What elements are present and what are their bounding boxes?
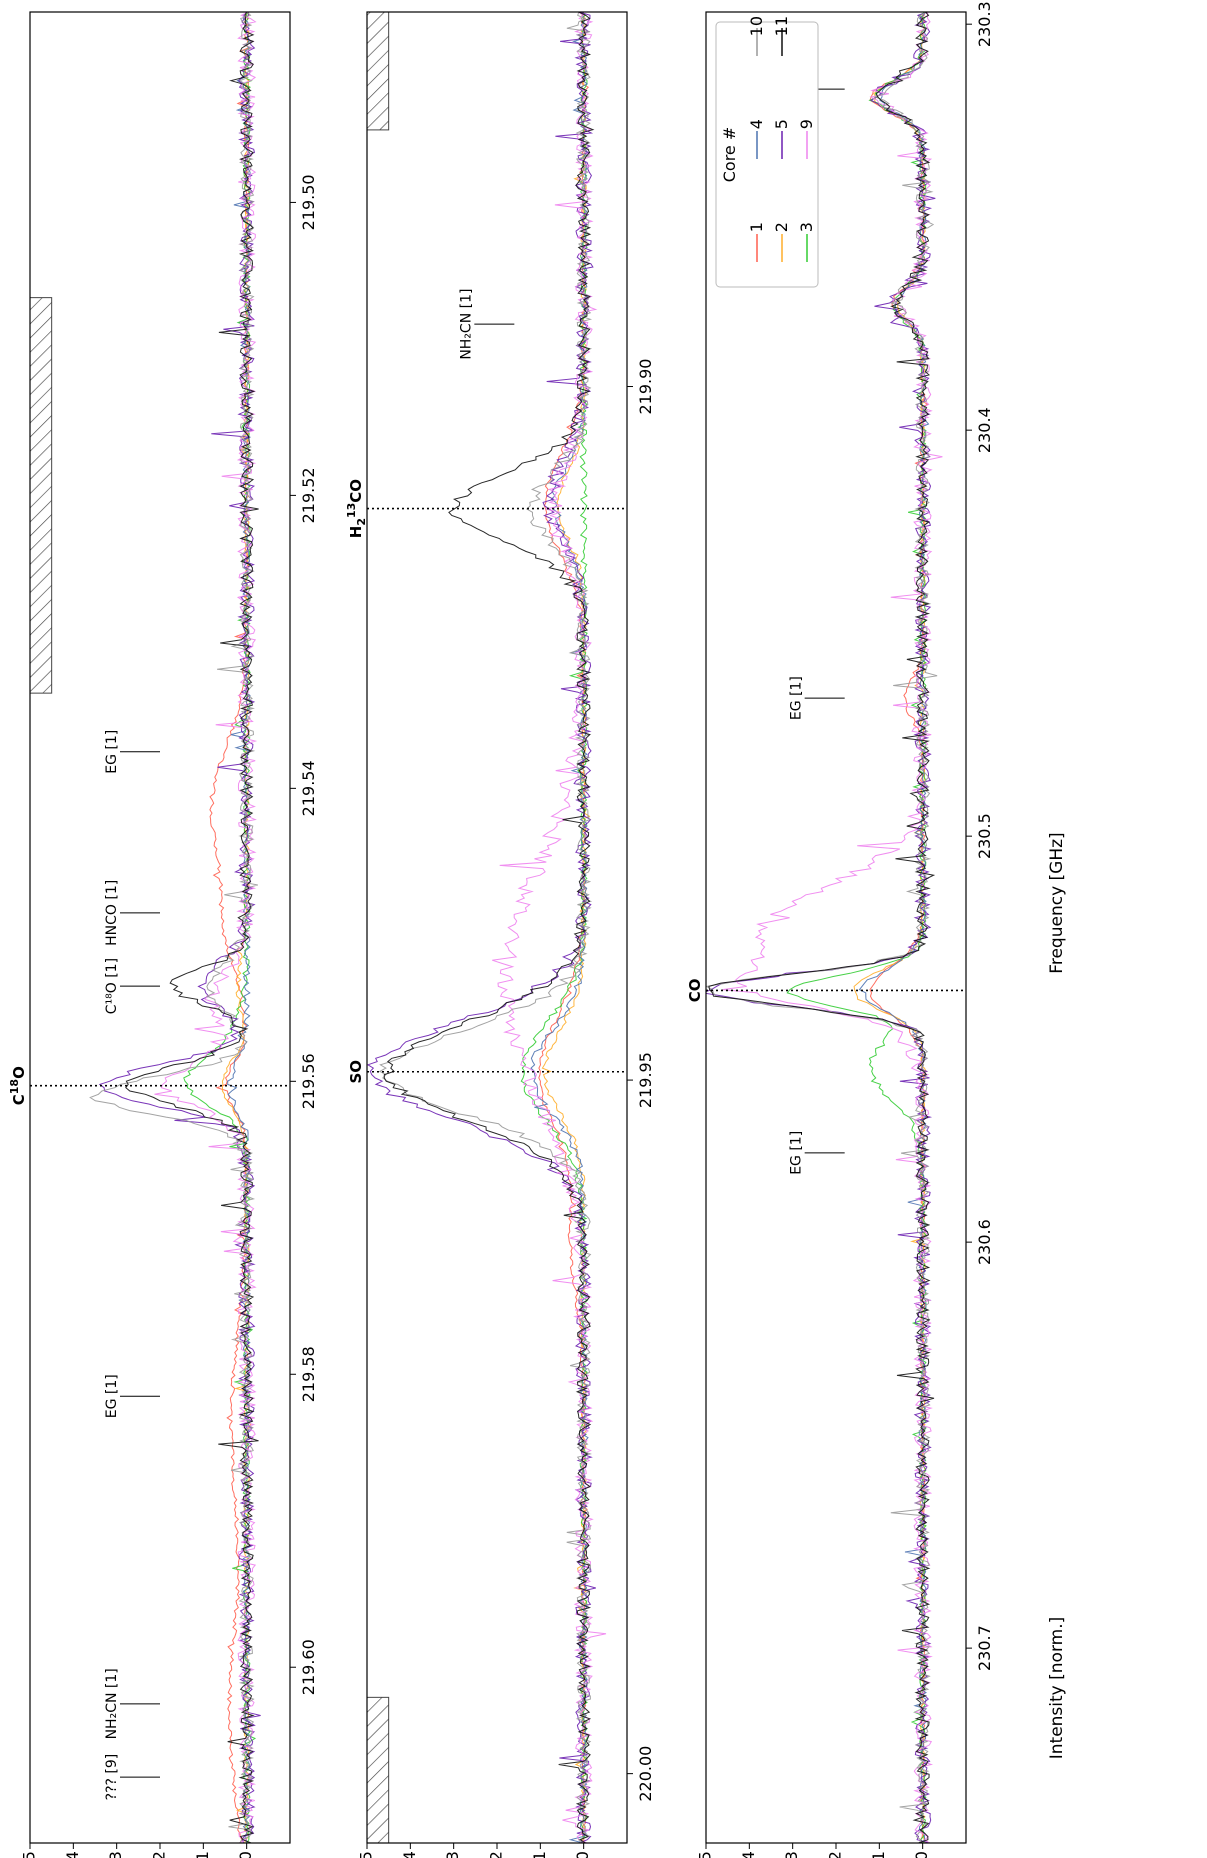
y-tick-label: 5 xyxy=(696,1851,715,1858)
x-tick-label: 219.60 xyxy=(299,1639,318,1695)
series-4-line xyxy=(530,12,589,1843)
annotation-label: NH₂CN [1] xyxy=(458,289,474,360)
legend-entry-1: 1 xyxy=(747,222,766,232)
y-tick-label: 4 xyxy=(63,1851,82,1858)
series-11-line xyxy=(125,12,259,1843)
series-group xyxy=(89,12,261,1843)
main-line-label: SO xyxy=(347,1060,365,1084)
annotation-label: EG [1] xyxy=(104,1374,120,1418)
y-tick-label: 5 xyxy=(357,1851,376,1858)
x-tick-label: 219.95 xyxy=(636,1052,655,1108)
hatched-region-0 xyxy=(366,11,390,131)
series-9-line xyxy=(492,12,607,1843)
y-tick-label: 1 xyxy=(530,1851,549,1858)
annotation-label: EG [1] xyxy=(789,1131,805,1175)
legend-title: Core # xyxy=(720,127,739,183)
legend-entry-5: 5 xyxy=(772,119,791,129)
plot-frame xyxy=(29,11,291,1844)
series-11-line xyxy=(708,12,936,1843)
series-group xyxy=(367,12,607,1843)
x-tick-label: 230.6 xyxy=(975,1219,994,1265)
x-axis-label: Frequency [GHz] xyxy=(1047,832,1067,973)
y-tick-label: 3 xyxy=(782,1851,801,1858)
series-1-line xyxy=(538,12,590,1843)
x-tick-label: 219.54 xyxy=(299,760,318,816)
y-axis-label: Intensity [norm.] xyxy=(1047,1617,1067,1760)
annotation-label: ??? [9] xyxy=(104,1754,120,1801)
main-line-label: C18O xyxy=(8,1066,28,1105)
main-line-label: CO xyxy=(686,979,704,1003)
legend-entry-2: 2 xyxy=(772,222,791,232)
y-tick-label: 3 xyxy=(106,1851,125,1858)
y-tick-label: 2 xyxy=(826,1851,845,1858)
y-tick-label: 3 xyxy=(443,1851,462,1858)
series-2-line xyxy=(853,12,929,1843)
x-tick-label: 230.4 xyxy=(975,407,994,453)
y-tick-label: 1 xyxy=(869,1851,888,1858)
legend-entry-9: 9 xyxy=(797,119,816,129)
legend-entry-3: 3 xyxy=(797,222,816,232)
annotation-label: NH₂CN [1] xyxy=(104,1668,120,1739)
x-tick-label: 230.5 xyxy=(975,813,994,859)
hatched-region-0 xyxy=(29,297,53,694)
annotation-label: HNCO [1] xyxy=(104,880,120,946)
legend-box xyxy=(715,21,819,288)
series-9-line xyxy=(154,12,258,1843)
y-tick-label: 2 xyxy=(150,1851,169,1858)
series-5-line xyxy=(98,12,261,1843)
annotation-label: EG [1] xyxy=(789,676,805,720)
x-tick-label: 219.52 xyxy=(299,467,318,523)
series-5-line xyxy=(367,12,596,1843)
y-tick-label: 5 xyxy=(20,1851,39,1858)
x-tick-label: 219.58 xyxy=(299,1346,318,1402)
annotation-label: EG [1] xyxy=(104,730,120,774)
y-tick-label: 0 xyxy=(236,1851,255,1858)
series-10-line xyxy=(378,12,593,1843)
y-tick-label: 1 xyxy=(193,1851,212,1858)
y-tick-label: 0 xyxy=(912,1851,931,1858)
legend-entry-4: 4 xyxy=(747,119,766,129)
y-tick-label: 2 xyxy=(487,1851,506,1858)
x-tick-label: 220.00 xyxy=(636,1746,655,1802)
annotation-label: C¹⁸O [1] xyxy=(104,958,120,1014)
main-line-label: H213CO xyxy=(345,479,368,538)
legend-entry-10: 10 xyxy=(747,16,766,36)
y-tick-label: 0 xyxy=(573,1851,592,1858)
y-tick-label: 4 xyxy=(400,1851,419,1858)
x-tick-label: 219.90 xyxy=(636,359,655,415)
x-tick-label: 219.56 xyxy=(299,1053,318,1109)
y-tick-label: 4 xyxy=(739,1851,758,1858)
x-tick-label: 230.3 xyxy=(975,1,994,47)
series-11-line xyxy=(383,12,595,1843)
x-tick-label: 230.7 xyxy=(975,1625,994,1671)
series-group xyxy=(706,12,943,1843)
hatched-region-1 xyxy=(366,1696,390,1844)
x-tick-label: 219.50 xyxy=(299,174,318,230)
legend-entry-11: 11 xyxy=(772,16,791,36)
